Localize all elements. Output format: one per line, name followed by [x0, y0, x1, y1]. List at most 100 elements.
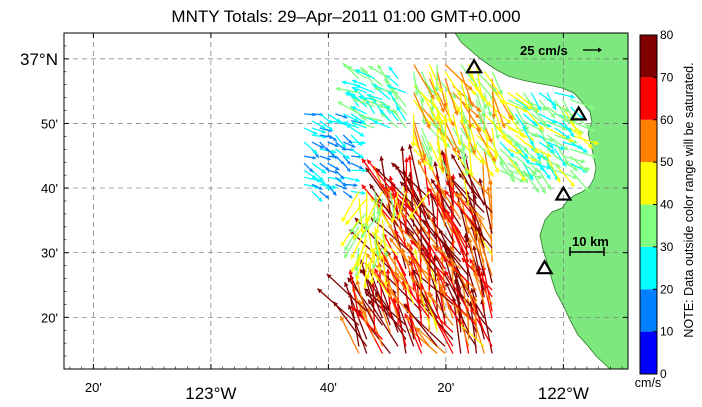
current-vector-head [428, 156, 433, 162]
current-vector-head [522, 105, 528, 110]
current-vector-head [309, 168, 313, 173]
current-vector-head [569, 132, 575, 138]
current-vector-shaft [394, 271, 423, 298]
current-vector-shaft [460, 78, 469, 110]
current-vector-head [542, 120, 547, 126]
current-vector-head [568, 137, 574, 142]
colorbar-tick-label: 10 [660, 325, 674, 339]
current-vector-head [365, 167, 371, 173]
current-vector-head [432, 244, 438, 250]
current-vector-shaft [434, 194, 462, 235]
current-vector-shaft [416, 225, 423, 262]
current-vector-head [348, 139, 352, 144]
current-vector-head [421, 119, 427, 125]
current-vector-shaft [554, 99, 571, 124]
current-vector-shaft [456, 200, 477, 234]
current-vector-head [347, 66, 353, 71]
current-vector-head [395, 165, 400, 171]
current-vector-head [457, 201, 462, 207]
current-vector-head [345, 219, 351, 225]
current-vector-head [341, 143, 346, 148]
current-vector-shaft [433, 246, 470, 284]
current-vector-shaft [407, 255, 438, 284]
current-vector-head [459, 119, 465, 125]
current-vector-head [534, 187, 540, 193]
current-vector-head [527, 104, 533, 110]
current-vector-head [312, 174, 317, 179]
current-vector-shaft [351, 240, 368, 273]
current-vector-head [351, 106, 357, 111]
current-vector-head [563, 145, 569, 151]
current-vector-shaft [460, 120, 476, 155]
current-vector-head [351, 143, 356, 148]
current-vector-head [510, 177, 515, 183]
current-vector-head [325, 166, 330, 171]
current-vector-shaft [356, 233, 368, 268]
current-vector-shaft [413, 141, 432, 166]
current-vector-shaft [453, 192, 485, 221]
current-vector-head [433, 161, 439, 167]
current-vector-head [549, 137, 555, 143]
current-vector-head [451, 93, 457, 99]
current-vector-shaft [430, 178, 462, 227]
current-vector-shaft [515, 155, 538, 176]
current-vector-head [328, 126, 333, 131]
current-vector-head [580, 158, 586, 164]
current-vector-head [450, 121, 455, 127]
current-vector-head [401, 248, 406, 254]
current-vector-head [499, 160, 504, 166]
current-vector-head [520, 176, 526, 182]
current-vector-shaft [382, 232, 407, 277]
current-vector-head [555, 163, 561, 168]
current-vector-head [399, 146, 405, 151]
current-vector-shaft [438, 286, 462, 326]
current-vector-shaft [386, 251, 407, 284]
current-vector-head [386, 204, 391, 210]
current-vector-head [312, 155, 317, 160]
current-vector-head [357, 141, 363, 146]
current-vector-head [481, 126, 487, 132]
current-vector-head [406, 242, 412, 248]
current-vector-head [433, 116, 438, 122]
current-vector-shaft [408, 155, 415, 199]
current-vector-head [397, 214, 402, 220]
current-vector-head [400, 181, 405, 187]
current-vector-shaft [436, 113, 446, 145]
current-vector-head [474, 86, 480, 92]
current-vector-shaft [507, 92, 533, 110]
current-vector-head [331, 149, 337, 154]
current-vector-shaft [417, 159, 438, 199]
current-vector-head [367, 159, 372, 165]
current-vector-head [392, 109, 398, 115]
current-vector-head [488, 138, 493, 144]
current-vector-head [439, 120, 444, 126]
current-vector-shaft [343, 226, 360, 252]
reference-arrow: 25 cm/s [520, 43, 602, 58]
current-vector-shaft [428, 64, 443, 94]
current-vector-head [359, 165, 364, 170]
current-vector-shaft [462, 283, 470, 326]
current-vector-head [469, 258, 474, 264]
current-vector-head [444, 270, 450, 276]
current-vector-head [546, 184, 551, 190]
current-vector-head [350, 306, 356, 312]
current-vector-shaft [450, 153, 478, 199]
current-vector-head [451, 154, 456, 160]
current-vector-head [442, 102, 448, 108]
current-vector-shaft [475, 92, 485, 119]
current-vector-head [427, 161, 433, 167]
current-vector-head [458, 173, 464, 179]
current-vector-shaft [348, 304, 368, 354]
current-vector-shaft [397, 191, 407, 220]
current-vector-head [555, 177, 561, 183]
current-vector-head [365, 274, 371, 280]
current-vector-head [360, 229, 365, 234]
current-vector-shaft [355, 247, 368, 281]
current-vector-shaft [460, 92, 463, 125]
current-vector-shaft [467, 92, 471, 130]
current-vector-shaft [452, 228, 470, 270]
current-vector-head [335, 86, 341, 92]
current-vector-head [480, 113, 486, 119]
current-vector-shaft [538, 148, 555, 173]
current-vector-shaft [460, 71, 474, 108]
